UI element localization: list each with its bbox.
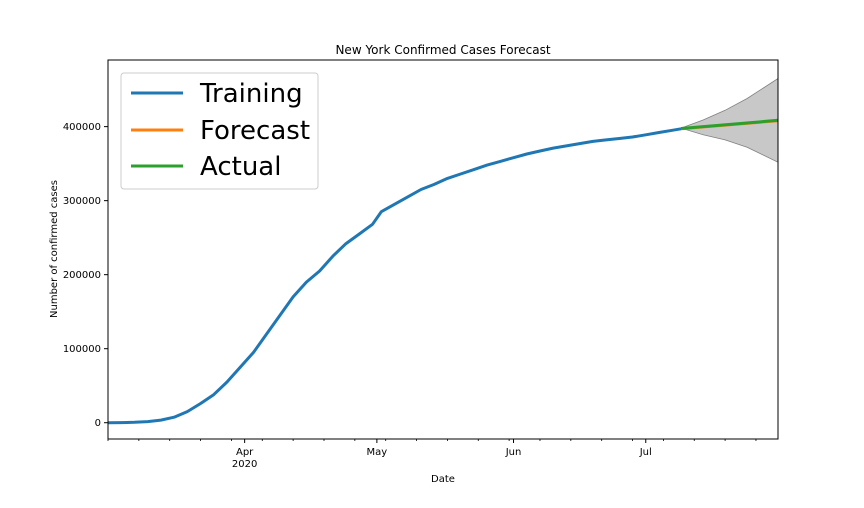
x-tick-label: Jul [639, 447, 652, 458]
series-line-training [107, 127, 682, 425]
y-tick-label: 0 [95, 418, 101, 429]
y-tick-label: 200000 [63, 270, 101, 281]
legend-label-actual: Actual [200, 152, 281, 182]
y-tick-label: 300000 [63, 196, 101, 207]
series-layer [107, 118, 779, 425]
y-tick-label: 100000 [63, 344, 101, 355]
plot-frame [107, 59, 779, 440]
y-axis-label: Number of confirmed cases [49, 180, 60, 318]
x-tick-sublabel: 2020 [232, 459, 257, 470]
series-line-actual [680, 118, 779, 130]
legend-label-training: Training [199, 79, 303, 109]
chart-title: New York Confirmed Cases Forecast [335, 43, 550, 57]
legend-box [120, 72, 319, 190]
y-axis: 0 100000 200000 300000 400000 [63, 122, 108, 429]
x-tick-label: Apr [236, 447, 254, 458]
legend: Training Forecast Actual [120, 72, 319, 190]
x-axis-label: Date [431, 474, 455, 485]
y-tick-label: 400000 [63, 122, 101, 133]
legend-label-forecast: Forecast [200, 116, 310, 146]
x-tick-label: May [367, 447, 388, 458]
x-tick-label: Jun [505, 447, 522, 458]
